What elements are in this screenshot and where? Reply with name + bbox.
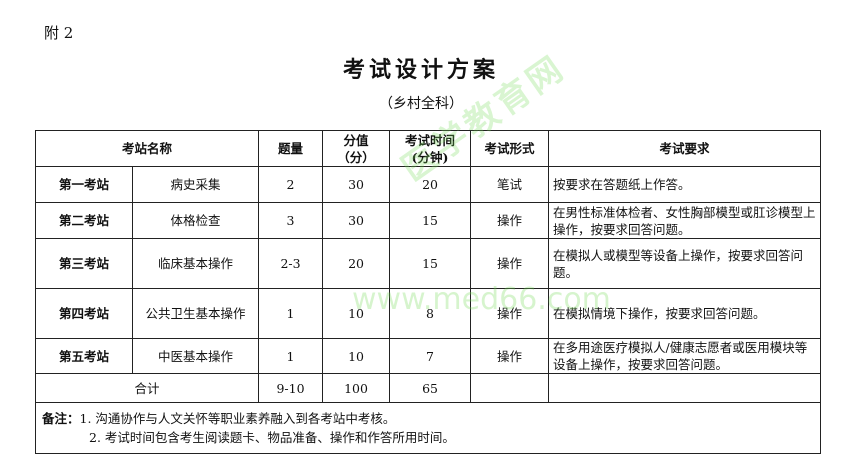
total-requirement bbox=[548, 373, 821, 403]
form-cell: 操作 bbox=[470, 238, 550, 289]
station-cell: 第一考站 bbox=[35, 166, 133, 203]
notes-cell: 备注：1. 沟通协作与人文关怀等职业素养融入到各考站中考核。 2. 考试时间包含… bbox=[35, 402, 821, 454]
table-row: 第三考站 临床基本操作 2-3 20 15 操作 在模拟人或模型等设备上操作，按要求回答问题… bbox=[35, 238, 821, 289]
station-cell: 第四考站 bbox=[35, 288, 133, 339]
station-name-cell: 公共卫生基本操作 bbox=[131, 288, 260, 339]
form-cell: 操作 bbox=[470, 288, 550, 339]
form-cell: 笔试 bbox=[470, 166, 550, 203]
station-name-cell: 体格检查 bbox=[131, 202, 260, 239]
requirement-cell: 在模拟人或模型等设备上操作，按要求回答问题。 bbox=[548, 238, 821, 289]
table-row: 第五考站 中医基本操作 1 10 7 操作 在多用途医疗模拟人/健康志愿者或医用模块等设备上… bbox=[35, 338, 821, 374]
requirement-cell: 在多用途医疗模拟人/健康志愿者或医用模块等设备上操作，按要求回答问题。 bbox=[548, 338, 821, 374]
requirement-cell: 在男性标准体检者、女性胸部模型或肛诊模型上操作，按要求回答问题。 bbox=[548, 202, 821, 239]
total-score: 100 bbox=[322, 373, 391, 403]
count-cell: 2-3 bbox=[258, 238, 324, 289]
header-time: 考试时间 (分钟) bbox=[389, 130, 472, 167]
count-cell: 3 bbox=[258, 202, 324, 239]
total-label: 合计 bbox=[34, 373, 260, 403]
station-name-cell: 临床基本操作 bbox=[131, 238, 260, 289]
header-station: 考站名称 bbox=[34, 130, 260, 167]
time-cell: 15 bbox=[389, 238, 472, 289]
total-time: 65 bbox=[389, 373, 472, 403]
score-cell: 30 bbox=[322, 166, 391, 203]
note-item: 2. 考试时间包含考生阅读题卡、物品准备、操作和作答所用时间。 bbox=[89, 430, 455, 445]
exam-design-table: 考站名称 题量 分值 （分） 考试时间 (分钟) 考试形式 考试要求 第一考站病… bbox=[34, 130, 821, 454]
count-cell: 1 bbox=[258, 338, 324, 374]
header-requirement: 考试要求 bbox=[548, 130, 821, 167]
count-cell: 2 bbox=[258, 166, 324, 203]
table-row: 第四考站 公共卫生基本操作 1 10 8 操作 在模拟情境下操作，按要求回答问题。 bbox=[35, 288, 821, 339]
header-form: 考试形式 bbox=[470, 130, 550, 167]
station-name-cell: 病史采集 bbox=[131, 166, 260, 203]
total-count: 9-10 bbox=[258, 373, 324, 403]
station-name-cell: 中医基本操作 bbox=[131, 338, 260, 374]
form-cell: 操作 bbox=[470, 338, 550, 374]
header-score: 分值 （分） bbox=[322, 130, 391, 167]
header-count: 题量 bbox=[258, 130, 324, 167]
note-item: 1. 沟通协作与人文关怀等职业素养融入到各考站中考核。 bbox=[79, 411, 396, 426]
score-cell: 20 bbox=[322, 238, 391, 289]
table-row: 第二考站 体格检查 3 30 15 操作 在男性标准体检者、女性胸部模型或肛诊模型上操作，按… bbox=[35, 202, 821, 239]
time-cell: 8 bbox=[389, 288, 472, 339]
page-title: 考试设计方案 bbox=[342, 57, 499, 83]
form-cell: 操作 bbox=[470, 202, 550, 239]
station-cell: 第二考站 bbox=[35, 202, 133, 239]
total-row: 合计 9-10 100 65 bbox=[34, 373, 821, 403]
total-form bbox=[470, 373, 550, 403]
score-cell: 30 bbox=[322, 202, 391, 239]
notes-label: 备注： bbox=[42, 411, 80, 426]
notes-row: 备注：1. 沟通协作与人文关怀等职业素养融入到各考站中考核。 2. 考试时间包含… bbox=[35, 402, 821, 454]
time-cell: 15 bbox=[389, 202, 472, 239]
attachment-label: 附 2 bbox=[44, 24, 74, 42]
time-cell: 7 bbox=[389, 338, 472, 374]
station-cell: 第三考站 bbox=[35, 238, 133, 289]
score-cell: 10 bbox=[322, 338, 391, 374]
count-cell: 1 bbox=[258, 288, 324, 339]
time-cell: 20 bbox=[389, 166, 472, 203]
requirement-cell: 在模拟情境下操作，按要求回答问题。 bbox=[548, 288, 821, 339]
score-cell: 10 bbox=[322, 288, 391, 339]
station-cell: 第五考站 bbox=[35, 338, 133, 374]
table-row: 第一考站 病史采集 2 30 20 笔试 按要求在答题纸上作答。 bbox=[35, 166, 821, 203]
table-header-row: 考站名称 题量 分值 （分） 考试时间 (分钟) 考试形式 考试要求 bbox=[34, 130, 821, 167]
requirement-cell: 按要求在答题纸上作答。 bbox=[548, 166, 821, 203]
page-subtitle: （乡村全科） bbox=[379, 96, 463, 112]
